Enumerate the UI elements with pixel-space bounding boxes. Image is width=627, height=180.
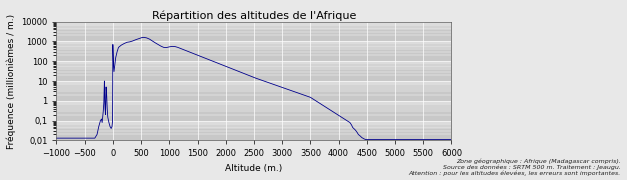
X-axis label: Altitude (m.): Altitude (m.) <box>225 164 283 173</box>
Y-axis label: Fréquence (millionièmes / m.): Fréquence (millionièmes / m.) <box>6 14 16 148</box>
Title: Répartition des altitudes de l'Afrique: Répartition des altitudes de l'Afrique <box>152 10 356 21</box>
Text: Zone géographique : Afrique (Madagascar compris).
Source des données : SRTM 500 : Zone géographique : Afrique (Madagascar … <box>408 158 621 176</box>
